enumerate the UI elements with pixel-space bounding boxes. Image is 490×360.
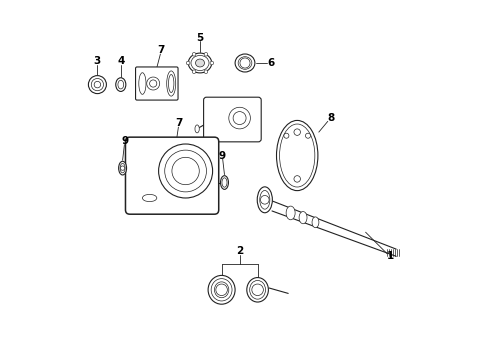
Ellipse shape [222, 178, 227, 187]
Ellipse shape [211, 279, 232, 301]
Ellipse shape [220, 176, 228, 189]
Ellipse shape [191, 55, 209, 71]
FancyBboxPatch shape [204, 97, 261, 142]
Ellipse shape [238, 57, 252, 69]
Circle shape [204, 53, 208, 56]
Ellipse shape [312, 217, 319, 228]
Ellipse shape [280, 124, 315, 187]
Text: 7: 7 [157, 45, 165, 55]
Ellipse shape [196, 59, 204, 67]
Ellipse shape [139, 73, 146, 94]
Circle shape [147, 77, 160, 90]
Text: 5: 5 [196, 33, 204, 43]
Text: 6: 6 [268, 58, 274, 68]
Circle shape [210, 61, 214, 65]
Circle shape [91, 78, 103, 91]
FancyBboxPatch shape [125, 137, 219, 214]
Circle shape [252, 284, 263, 296]
Ellipse shape [120, 163, 125, 173]
Text: 9: 9 [122, 136, 129, 146]
Circle shape [186, 61, 190, 65]
Text: 4: 4 [117, 56, 124, 66]
Ellipse shape [257, 187, 272, 213]
Circle shape [149, 80, 157, 87]
Ellipse shape [195, 125, 199, 133]
Circle shape [159, 144, 213, 198]
Circle shape [240, 58, 250, 68]
Ellipse shape [143, 194, 157, 202]
Circle shape [192, 53, 196, 56]
Circle shape [94, 81, 100, 88]
Ellipse shape [169, 75, 174, 93]
Ellipse shape [118, 80, 123, 89]
Circle shape [172, 157, 199, 185]
Circle shape [233, 112, 246, 125]
Circle shape [216, 284, 227, 296]
Ellipse shape [260, 190, 270, 209]
Circle shape [165, 150, 206, 192]
Circle shape [88, 76, 106, 94]
Text: 3: 3 [94, 56, 101, 66]
Ellipse shape [188, 53, 212, 73]
Circle shape [121, 166, 125, 170]
Circle shape [294, 176, 300, 182]
Text: 7: 7 [175, 118, 183, 129]
Ellipse shape [235, 54, 255, 72]
Circle shape [261, 195, 269, 204]
Ellipse shape [208, 275, 235, 304]
Text: 2: 2 [236, 246, 243, 256]
Ellipse shape [119, 161, 126, 175]
Circle shape [192, 70, 196, 73]
Ellipse shape [276, 120, 318, 191]
Ellipse shape [116, 78, 126, 91]
FancyBboxPatch shape [136, 67, 178, 100]
Ellipse shape [247, 278, 269, 302]
Circle shape [305, 133, 311, 138]
Text: 9: 9 [219, 150, 226, 161]
Text: 1: 1 [387, 251, 394, 261]
Circle shape [229, 107, 250, 129]
Text: 8: 8 [327, 113, 334, 123]
Ellipse shape [215, 282, 229, 298]
Circle shape [204, 70, 208, 73]
Ellipse shape [299, 211, 307, 224]
Circle shape [284, 133, 289, 138]
Circle shape [294, 129, 300, 135]
Ellipse shape [167, 71, 176, 96]
Ellipse shape [250, 280, 266, 299]
Ellipse shape [286, 206, 295, 220]
